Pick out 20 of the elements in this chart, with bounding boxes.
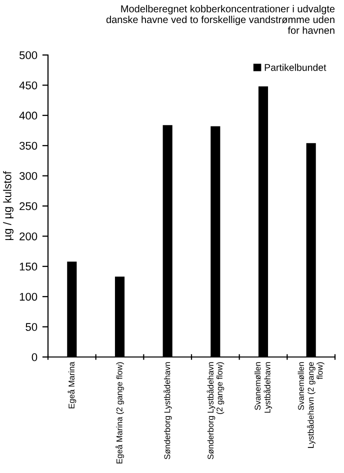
y-tick-label: 350 — [19, 142, 38, 150]
x-tick-label: Svanemøllen Lystbådehavn (2 gange flow) — [298, 362, 324, 448]
y-tick-label: 100 — [20, 292, 38, 301]
y-tick-label: 400 — [19, 112, 38, 120]
x-tick-label: Sønderborg Lystbådehavn — [163, 362, 172, 460]
chart-title: Modelberegnet kobberkoncentrationer i udvalgte danske havne ved to forskellige vandstrømme uden for havnen — [106, 5, 335, 34]
y-tick-label: 500 — [19, 51, 38, 60]
y-tick-label: 200 — [20, 232, 38, 240]
legend-label: Partikelbundet — [264, 64, 326, 71]
x-tick-label: Sønderborg Lystbådehavn (2 gange flow) — [206, 362, 224, 460]
x-tick-label: Egeå Marina — [68, 362, 76, 408]
y-tick-label: 0 — [32, 353, 38, 362]
y-axis-title: µg / µg kulstof — [3, 171, 14, 240]
y-tick-label: 250 — [20, 202, 38, 210]
x-tick-label: Egeå Marina (2 gange flow) — [116, 362, 124, 464]
x-tick-label: Svanemøllen Lystbådehavn — [254, 362, 272, 413]
y-tick-label: 150 — [20, 262, 38, 271]
y-tick-label: 450 — [19, 81, 38, 90]
y-tick-label: 300 — [19, 172, 38, 180]
y-tick-label: 50 — [26, 323, 38, 331]
